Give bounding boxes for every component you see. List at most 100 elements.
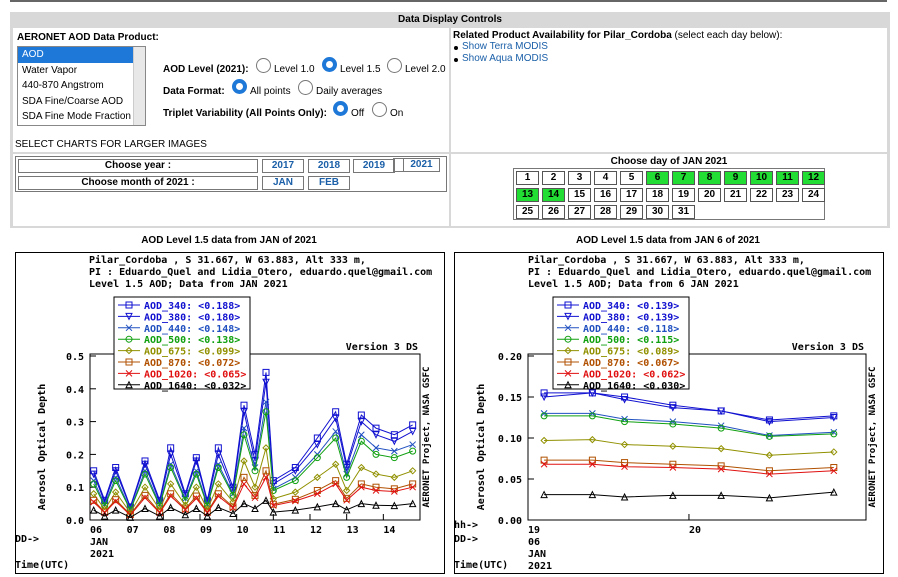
x-tick-label: 06	[90, 525, 102, 536]
day-22-button[interactable]: 22	[750, 188, 773, 202]
x-sub-label: JAN	[90, 537, 108, 548]
day-27-button[interactable]: 27	[568, 205, 591, 219]
data-point	[181, 506, 189, 514]
day-17-button[interactable]: 17	[620, 188, 643, 202]
day-26-button[interactable]: 26	[542, 205, 565, 219]
radio-daily-averages[interactable]	[298, 80, 313, 95]
day-20-button[interactable]: 20	[698, 188, 721, 202]
product-option-sda-fine-fraction[interactable]: SDA Fine Mode Fraction	[22, 111, 131, 123]
day-18-button[interactable]: 18	[646, 188, 669, 202]
day-13-button[interactable]: 13	[516, 188, 539, 202]
day-31-button[interactable]: 31	[672, 205, 695, 219]
data-point	[203, 511, 212, 520]
data-point	[262, 496, 270, 504]
day-21-button[interactable]: 21	[724, 188, 747, 202]
x-tick-label: 09	[200, 525, 212, 536]
legend-marker	[125, 380, 133, 389]
day-29-button[interactable]: 29	[620, 205, 643, 219]
radio-level-2-0[interactable]	[387, 58, 402, 73]
data-point	[141, 483, 149, 491]
radio-triplet-off[interactable]	[333, 101, 348, 116]
data-point	[372, 470, 380, 478]
year-2021-button[interactable]: 2021	[403, 158, 440, 172]
data-point	[390, 488, 398, 495]
day-10-button[interactable]: 10	[750, 171, 773, 185]
data-point	[100, 511, 109, 520]
aod-month-plot[interactable]: Pilar_Cordoba , S 31.667, W 63.883, Alt …	[15, 252, 445, 574]
data-point	[409, 483, 417, 491]
data-point	[251, 494, 259, 502]
day-24-button[interactable]: 24	[802, 188, 825, 202]
y-tick-label: 0.20	[498, 352, 522, 363]
radio-level-1-0[interactable]	[256, 58, 271, 73]
day-15-button[interactable]: 15	[568, 188, 591, 202]
month-jan-button[interactable]: JAN	[262, 176, 304, 190]
day-9-button[interactable]: 9	[724, 171, 747, 185]
data-point	[112, 497, 120, 505]
product-option-aod[interactable]: AOD	[18, 47, 145, 63]
day-30-button[interactable]: 30	[646, 205, 669, 219]
data-point	[111, 488, 120, 496]
day-16-button[interactable]: 16	[594, 188, 617, 202]
day-7-button[interactable]: 7	[672, 171, 695, 185]
year-2017-button[interactable]: 2017	[262, 159, 304, 173]
y-axis-label: Aerosol Optical Depth	[36, 384, 48, 510]
data-point	[166, 503, 175, 512]
legend-marker	[564, 324, 572, 332]
day-3-button[interactable]: 3	[568, 171, 591, 185]
link-terra-modis[interactable]: Show Terra MODIS	[462, 41, 548, 52]
day-1-button[interactable]: 1	[516, 171, 539, 185]
data-point	[291, 497, 299, 505]
radio-triplet-on[interactable]	[372, 102, 387, 117]
y-tick-label: 0.10	[498, 434, 522, 445]
legend-entry: AOD_1640: <0.030>	[583, 381, 685, 392]
legend-entry: AOD_340: <0.139>	[583, 301, 679, 312]
choose-day-title: Choose day of JAN 2021	[610, 156, 728, 167]
year-2019-button[interactable]: 2019	[353, 159, 395, 173]
legend-entry: AOD_380: <0.139>	[583, 312, 679, 323]
radio-level-1-5[interactable]	[322, 57, 337, 72]
legend-marker	[564, 335, 572, 343]
year-2018-button[interactable]: 2018	[308, 159, 350, 173]
data-point	[111, 467, 120, 475]
legend-entry: AOD_1640: <0.032>	[144, 381, 246, 392]
month-feb-button[interactable]: FEB	[308, 176, 350, 190]
aod-day-plot[interactable]: Pilar_Cordoba , S 31.667, W 63.883, Alt …	[454, 252, 884, 574]
product-option-sda-fine-coarse[interactable]: SDA Fine/Coarse AOD	[22, 95, 124, 107]
day-2-button[interactable]: 2	[542, 171, 565, 185]
plot-header-line: PI : Eduardo_Quel and Lidia_Otero, eduar…	[89, 266, 432, 278]
day-6-button[interactable]: 6	[646, 171, 669, 185]
data-point	[141, 504, 149, 513]
day-4-button[interactable]: 4	[594, 171, 617, 185]
data-point	[331, 499, 340, 508]
data-point	[830, 412, 838, 420]
data-point	[155, 511, 164, 520]
day-11-button[interactable]: 11	[776, 171, 799, 185]
data-point	[251, 467, 259, 475]
day-12-button[interactable]: 12	[802, 171, 825, 185]
data-point	[214, 492, 222, 500]
link-aqua-modis[interactable]: Show Aqua MODIS	[462, 53, 549, 64]
y-tick-label: 0.00	[498, 516, 522, 527]
legend-entry: AOD_440: <0.118>	[583, 324, 679, 335]
data-point	[214, 450, 223, 459]
day-14-button[interactable]: 14	[542, 188, 565, 202]
data-point	[262, 398, 270, 406]
data-point	[540, 456, 548, 464]
product-option-water-vapor[interactable]: Water Vapor	[22, 64, 78, 76]
product-option-angstrom[interactable]: 440-870 Angstrom	[22, 80, 104, 92]
product-label: AERONET AOD Data Product:	[17, 32, 159, 43]
radio-level-1-0-label: Level 1.0	[274, 64, 315, 75]
day-8-button[interactable]: 8	[698, 171, 721, 185]
day-5-button[interactable]: 5	[620, 171, 643, 185]
x-tick-label: 12	[310, 525, 322, 536]
day-25-button[interactable]: 25	[516, 205, 539, 219]
day-23-button[interactable]: 23	[776, 188, 799, 202]
data-point	[262, 444, 270, 452]
listbox-scrollbar[interactable]	[133, 47, 145, 125]
product-listbox[interactable]: AOD Water Vapor 440-870 Angstrom SDA Fin…	[17, 46, 146, 126]
day-19-button[interactable]: 19	[672, 188, 695, 202]
radio-all-points[interactable]	[232, 79, 247, 94]
data-point	[89, 470, 98, 479]
day-28-button[interactable]: 28	[594, 205, 617, 219]
